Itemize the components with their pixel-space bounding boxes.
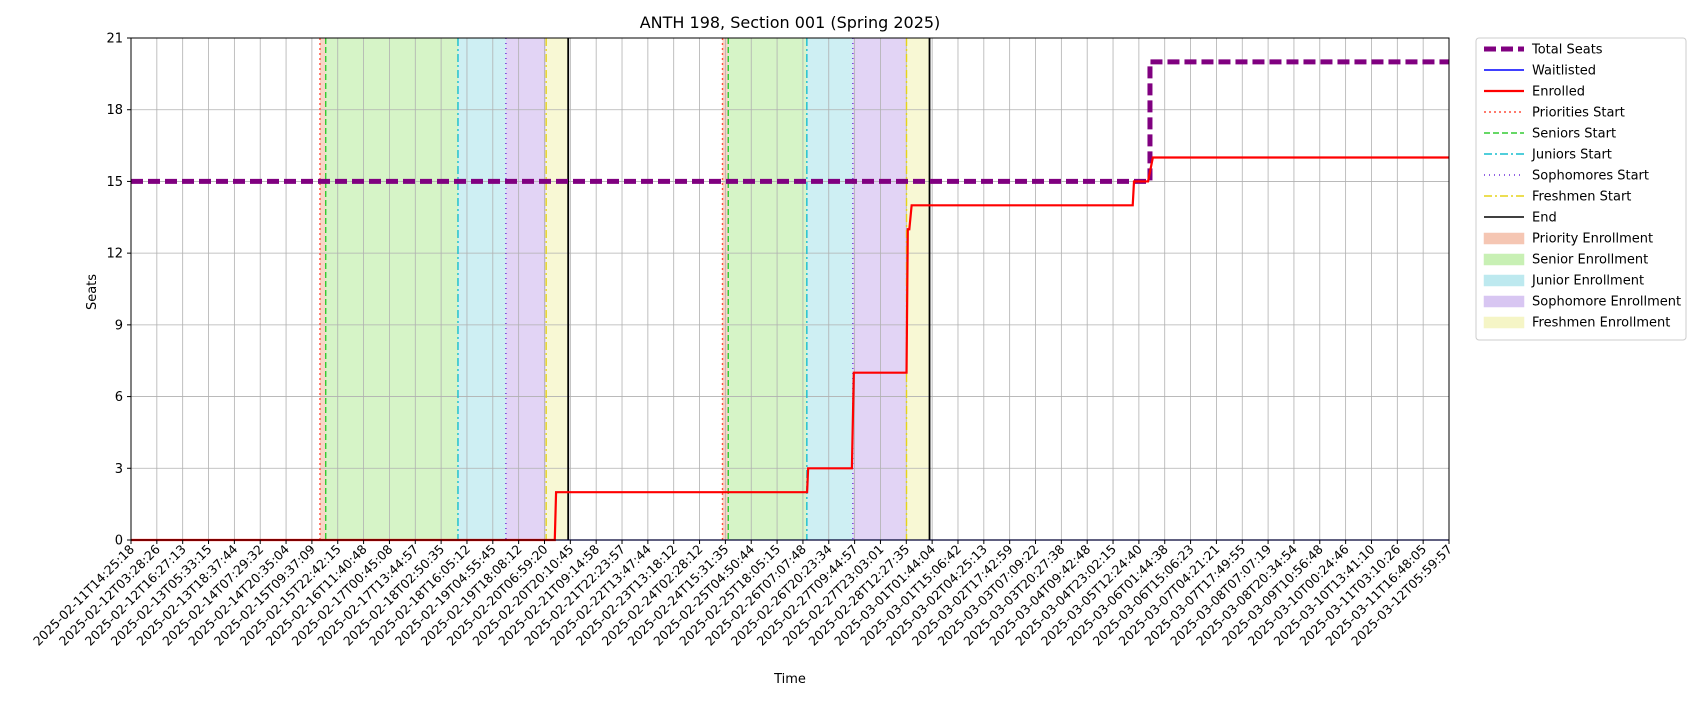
y-tick-label: 0: [115, 534, 123, 549]
y-tick-label: 3: [115, 462, 123, 477]
legend-label-end: End: [1532, 211, 1557, 226]
legend-swatch-priority-enrollment: [1483, 232, 1525, 245]
span-freshmen-enrollment-1: [546, 38, 569, 540]
legend-swatch-sophomore-enrollment: [1483, 295, 1525, 308]
legend-swatch-junior-enrollment: [1483, 274, 1525, 287]
legend-label-priorities-start: Priorities Start: [1532, 106, 1625, 121]
legend-label-freshmen-start: Freshmen Start: [1532, 190, 1631, 205]
y-tick-label: 6: [115, 390, 123, 405]
y-axis-label: Seats: [85, 274, 100, 310]
legend-label-total-seats: Total Seats: [1531, 43, 1603, 58]
legend-box: [1475, 37, 1687, 341]
span-junior-enrollment-2: [806, 38, 853, 540]
legend-label-junior-enrollment: Junior Enrollment: [1531, 274, 1644, 289]
legend-label-freshmen-enrollment: Freshmen Enrollment: [1532, 316, 1670, 331]
legend-swatch-freshmen-enrollment: [1483, 316, 1525, 329]
legend-label-juniors-start: Juniors Start: [1531, 148, 1612, 163]
y-tick-label: 21: [106, 32, 123, 47]
chart-title: ANTH 198, Section 001 (Spring 2025): [640, 13, 941, 32]
legend-label-enrolled: Enrolled: [1532, 85, 1585, 100]
y-axis-ticks: 0 3 6 9 12 15 18 21: [106, 32, 131, 549]
legend-label-seniors-start: Seniors Start: [1532, 127, 1616, 142]
y-tick-label: 15: [106, 175, 123, 190]
enrollment-spans: [319, 38, 930, 540]
legend-label-priority-enrollment: Priority Enrollment: [1532, 232, 1653, 247]
y-tick-label: 18: [106, 103, 123, 118]
x-axis-label: Time: [773, 672, 806, 687]
legend-swatch-senior-enrollment: [1483, 253, 1525, 266]
plot-frame: [130, 37, 1450, 541]
legend-label-sophomore-enrollment: Sophomore Enrollment: [1532, 295, 1681, 310]
series-total-seats: [131, 59, 1449, 184]
series-enrolled: [131, 156, 1449, 542]
legend: Total Seats Waitlisted Enrolled Priorities …: [1475, 37, 1687, 341]
phase-markers: [319, 38, 931, 540]
span-sophomore-enrollment-1: [505, 38, 547, 540]
legend-label-sophomores-start: Sophomores Start: [1532, 169, 1649, 184]
y-tick-label: 9: [115, 318, 123, 333]
legend-label-senior-enrollment: Senior Enrollment: [1532, 253, 1648, 268]
y-tick-label: 12: [106, 247, 123, 262]
span-senior-enrollment-1: [325, 38, 458, 540]
legend-label-waitlisted: Waitlisted: [1532, 64, 1596, 79]
span-sophomore-enrollment-2: [852, 38, 907, 540]
span-junior-enrollment-1: [457, 38, 506, 540]
span-senior-enrollment-2: [728, 38, 807, 540]
span-priority-enrollment-1: [319, 38, 326, 540]
span-freshmen-enrollment-2: [906, 38, 930, 540]
x-axis-ticks: 2025-02-11T14:25:182025-02-12T03:28:2620…: [30, 540, 1455, 649]
